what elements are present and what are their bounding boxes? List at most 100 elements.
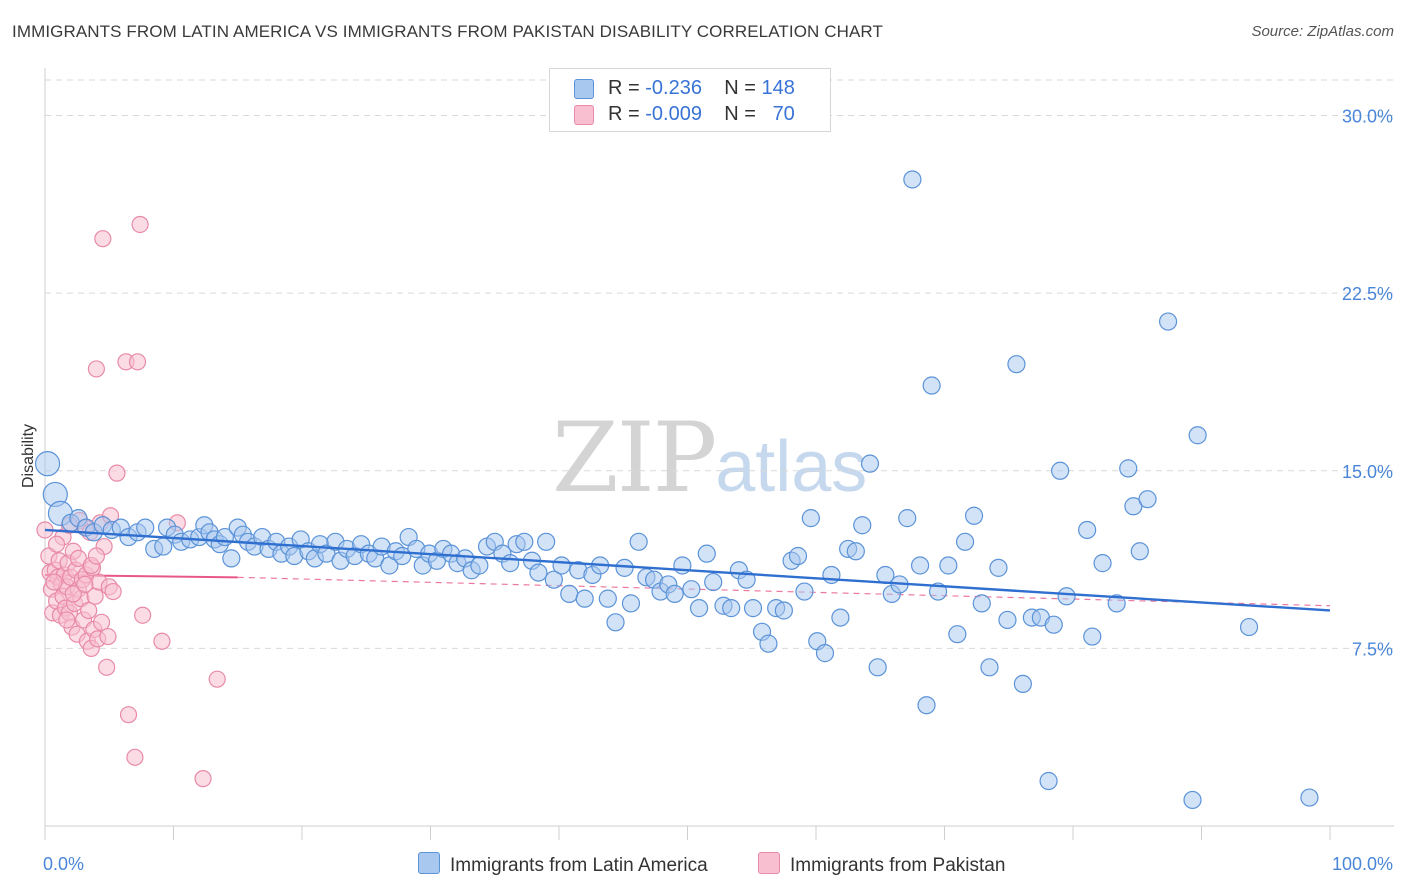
point-latin-america	[470, 556, 489, 575]
legend-r-value-1: -0.236	[645, 77, 702, 99]
y-tick-label: 22.5%	[1342, 284, 1393, 304]
bottom-legend-label-1: Immigrants from Latin America	[450, 855, 708, 876]
legend-swatch-pink	[574, 105, 594, 125]
point-latin-america	[853, 516, 872, 535]
point-latin-america	[788, 546, 808, 566]
point-pakistan	[47, 535, 66, 553]
legend-r-label: R =	[608, 77, 640, 99]
point-latin-america	[629, 532, 648, 551]
trend-line-latin-america	[44, 528, 1331, 612]
point-latin-america	[964, 506, 984, 525]
x-tick-label: 0.0%	[43, 854, 84, 874]
point-latin-america	[1057, 587, 1076, 606]
y-tick-label: 7.5%	[1352, 639, 1393, 659]
point-pakistan	[126, 748, 144, 766]
point-latin-america	[980, 658, 999, 677]
point-pakistan	[87, 547, 106, 565]
axes	[44, 68, 1394, 840]
point-latin-america	[795, 582, 814, 601]
y-axis-label: Disability	[20, 424, 37, 488]
point-latin-america	[682, 580, 701, 599]
point-latin-america	[998, 610, 1017, 630]
bottom-legend-swatch-pink	[758, 852, 780, 874]
point-latin-america	[615, 558, 634, 577]
point-latin-america	[868, 658, 887, 677]
point-latin-america	[606, 613, 625, 632]
legend-row-latin-america: R = -0.236 N = 148	[574, 75, 795, 101]
point-latin-america	[846, 542, 865, 561]
point-pakistan	[194, 770, 212, 788]
point-pakistan	[87, 360, 106, 378]
point-latin-america	[801, 509, 820, 528]
point-latin-america	[136, 518, 155, 537]
point-latin-america	[831, 608, 850, 627]
point-latin-america	[560, 584, 579, 604]
point-pakistan	[92, 613, 111, 631]
point-pakistan	[134, 606, 152, 624]
y-tick-label: 15.0%	[1342, 462, 1393, 482]
bottom-legend-label-2: Immigrants from Pakistan	[790, 855, 1006, 876]
point-latin-america	[697, 544, 716, 563]
points-latin-america	[34, 170, 1319, 810]
chart-title: IMMIGRANTS FROM LATIN AMERICA VS IMMIGRA…	[12, 22, 883, 41]
point-latin-america	[922, 376, 941, 395]
point-pakistan	[80, 601, 98, 620]
point-latin-america	[1039, 771, 1058, 791]
point-latin-america	[222, 549, 241, 568]
point-pakistan	[94, 230, 112, 248]
legend-swatch-blue	[574, 79, 594, 99]
point-latin-america	[815, 644, 835, 663]
point-latin-america	[1013, 674, 1032, 694]
legend-row-pakistan: R = -0.009 N = 70	[574, 101, 795, 127]
point-pakistan	[45, 573, 63, 591]
point-latin-america	[621, 594, 641, 613]
watermark: ZIPatlas	[552, 402, 867, 514]
point-pakistan	[119, 706, 138, 724]
point-latin-america	[704, 572, 723, 592]
point-latin-america	[737, 570, 756, 589]
bottom-legend-latin-america: Immigrants from Latin America	[418, 852, 708, 877]
point-latin-america	[898, 509, 917, 528]
legend-n-label: N =	[724, 103, 756, 125]
point-latin-america	[1239, 617, 1259, 637]
point-latin-america	[955, 532, 975, 551]
point-pakistan	[104, 582, 122, 601]
legend-r-label: R =	[608, 103, 640, 125]
point-latin-america	[822, 565, 841, 585]
point-pakistan	[76, 575, 94, 594]
point-latin-america	[860, 454, 880, 473]
point-latin-america	[1300, 788, 1319, 807]
point-pakistan	[131, 215, 149, 234]
point-latin-america	[515, 532, 534, 551]
x-tick-label: 100.0%	[1332, 854, 1393, 874]
point-latin-america	[1158, 312, 1178, 331]
point-latin-america	[1138, 490, 1157, 509]
point-pakistan	[208, 670, 226, 688]
point-latin-america	[544, 570, 563, 589]
point-pakistan	[153, 632, 171, 650]
point-latin-america	[1188, 426, 1207, 445]
point-latin-america	[1130, 542, 1149, 561]
point-latin-america	[939, 556, 958, 575]
bottom-legend-swatch-blue	[418, 852, 440, 874]
tick-labels: 7.5% 15.0% 22.5% 30.0% 0.0% 100.0% Disability	[20, 107, 1393, 874]
watermark-zip: ZIP	[552, 402, 717, 514]
point-latin-america	[903, 170, 922, 189]
point-latin-america	[1093, 554, 1112, 573]
point-latin-america	[774, 601, 793, 620]
point-latin-america	[743, 599, 763, 618]
point-latin-america	[948, 625, 967, 644]
point-latin-america	[722, 599, 741, 618]
legend-n-value-1: 148	[761, 77, 795, 99]
point-pakistan	[98, 658, 116, 676]
point-latin-america	[529, 563, 548, 582]
point-pakistan	[128, 353, 147, 371]
point-latin-america	[1183, 790, 1202, 810]
point-latin-america	[910, 556, 930, 575]
point-latin-america	[1078, 520, 1097, 540]
point-pakistan	[108, 464, 126, 482]
point-latin-america	[598, 589, 617, 608]
point-latin-america	[1107, 594, 1126, 613]
source-label: Source: ZipAtlas.com	[1251, 23, 1394, 40]
